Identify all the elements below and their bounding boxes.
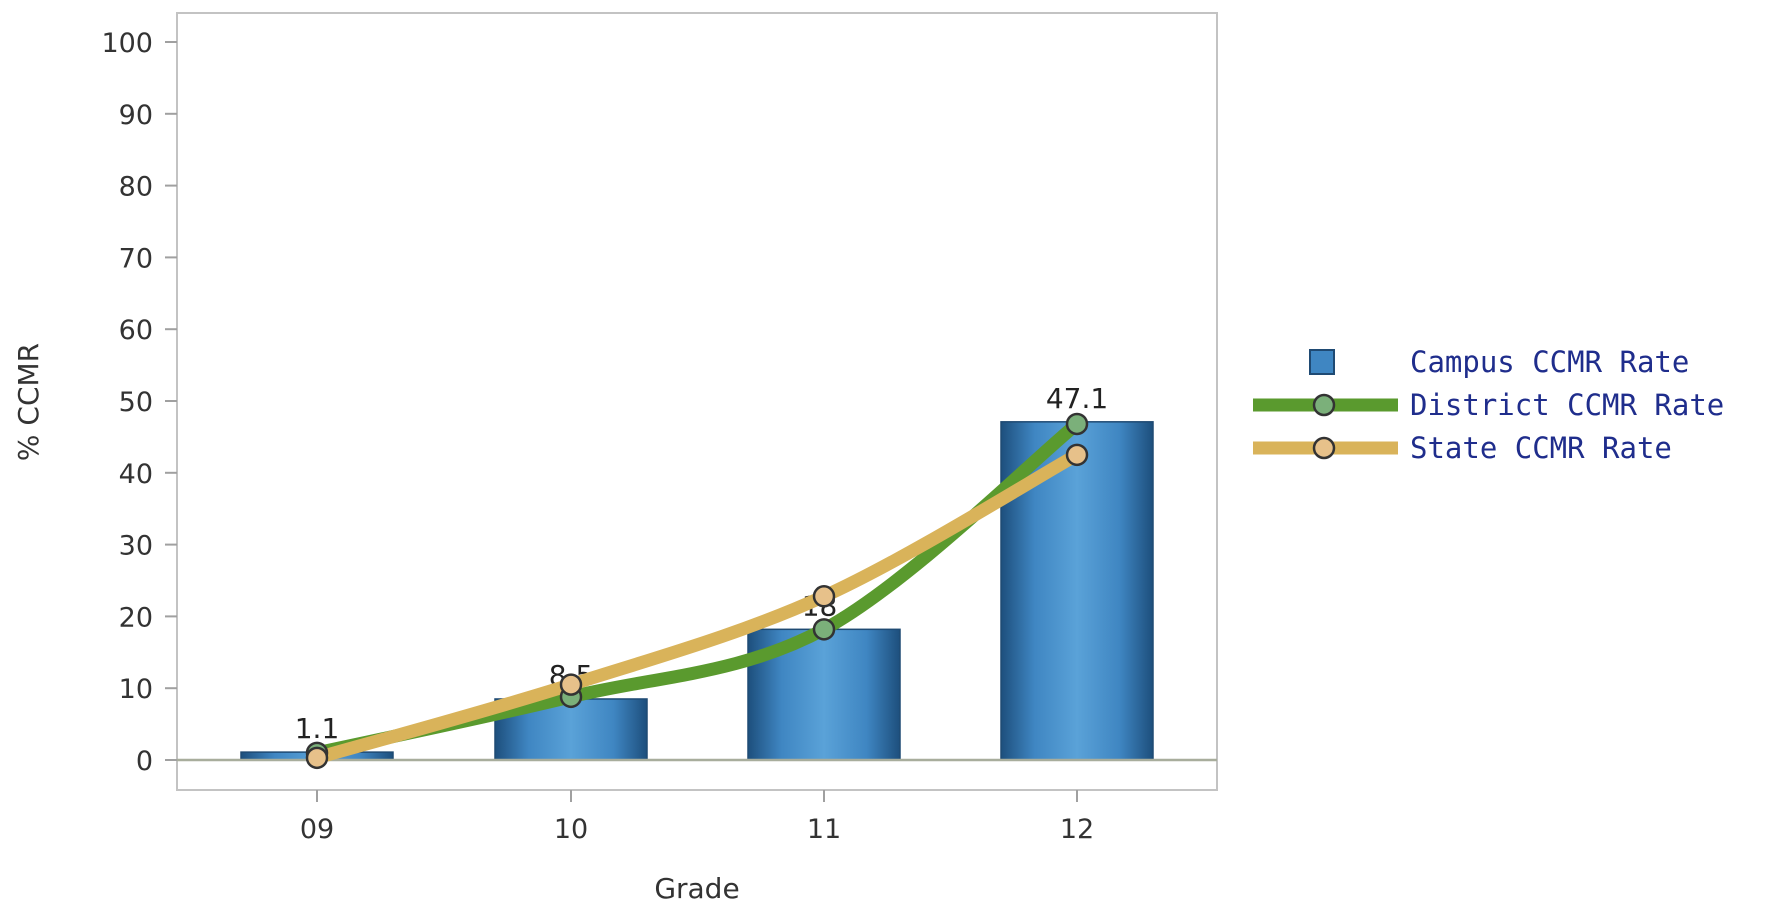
y-ticks: 0 10 20 30 40 50 60 70 80 90 100: [101, 28, 177, 777]
y-tick-label: 0: [136, 746, 153, 777]
y-tick-label: 20: [119, 602, 153, 633]
x-tick-label: 11: [807, 814, 841, 845]
y-tick-label: 40: [119, 459, 153, 490]
legend-label-campus: Campus CCMR Rate: [1410, 345, 1689, 379]
y-tick-label: 60: [119, 315, 153, 346]
x-tick-label: 10: [554, 814, 588, 845]
line-series: [305, 412, 1089, 770]
legend-marker-state: [1312, 436, 1336, 460]
district-point-12: [1065, 412, 1089, 436]
state-line: [310, 448, 1084, 765]
x-tick-label: 12: [1060, 814, 1094, 845]
bar-value-label-12: 47.1: [1046, 382, 1108, 415]
legend-swatch-campus: [1309, 349, 1335, 375]
x-tick-label: 09: [300, 814, 334, 845]
y-tick-label: 80: [119, 172, 153, 203]
legend: Campus CCMR Rate District CCMR Rate State …: [1253, 345, 1724, 465]
legend-marker-district: [1312, 393, 1336, 417]
state-point-10: [559, 673, 583, 696]
legend-label-district: District CCMR Rate: [1410, 388, 1724, 422]
legend-label-state: State CCMR Rate: [1410, 431, 1672, 465]
bar-value-label-09: 1.1: [295, 712, 340, 745]
y-axis-title: % CCMR: [12, 343, 45, 461]
y-tick-label: 90: [119, 100, 153, 131]
x-ticks: 09 10 11 12: [300, 790, 1094, 845]
state-point-12: [1065, 443, 1089, 467]
state-point-09: [305, 746, 329, 770]
y-tick-label: 10: [119, 674, 153, 705]
y-tick-label: 100: [101, 28, 153, 59]
y-tick-label: 50: [119, 387, 153, 418]
y-tick-label: 70: [119, 243, 153, 274]
y-tick-label: 30: [119, 531, 153, 562]
y-axis: 0 10 20 30 40 50 60 70 80 90 100: [101, 13, 178, 790]
x-axis-title: Grade: [654, 872, 739, 905]
district-point-11: [812, 618, 836, 641]
x-axis: 09 10 11 12: [300, 790, 1094, 845]
state-point-11: [812, 585, 836, 608]
